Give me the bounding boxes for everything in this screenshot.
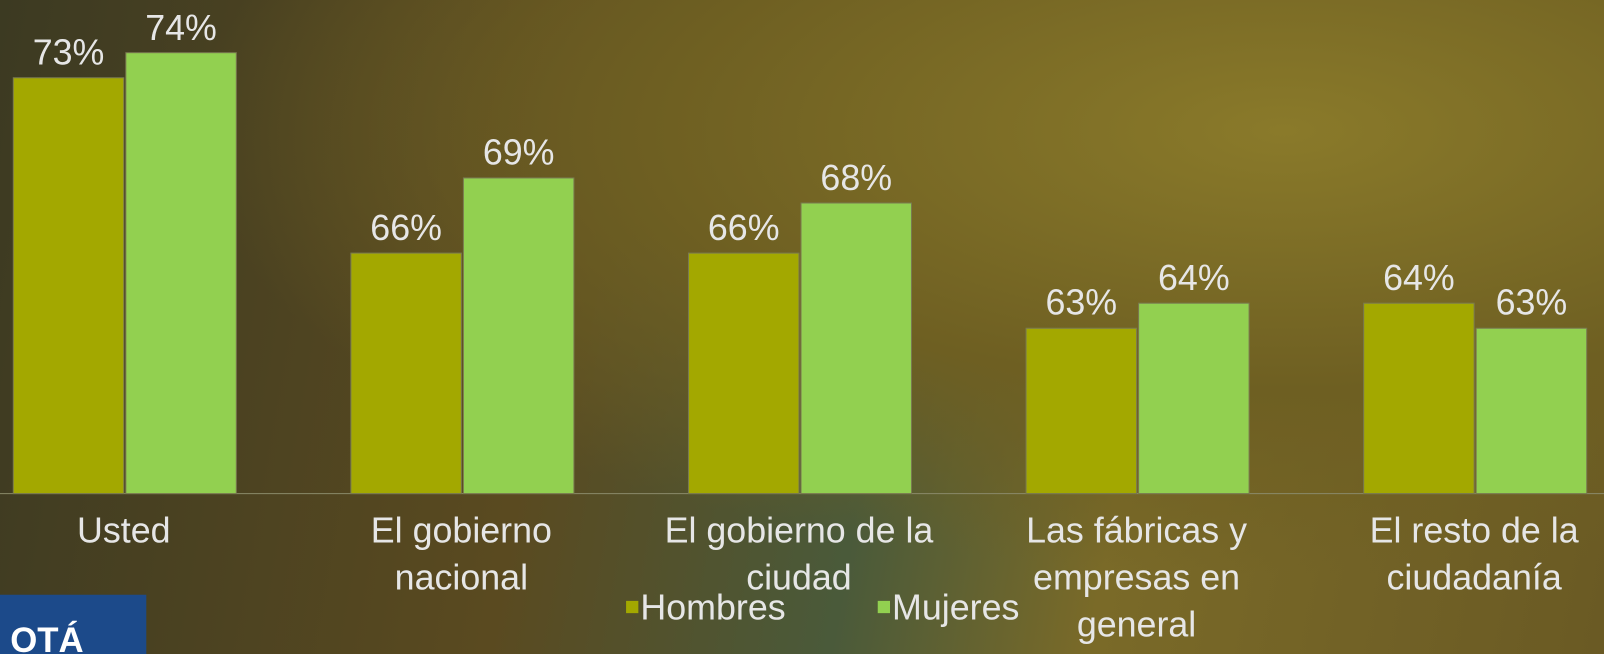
bar <box>1139 303 1249 493</box>
value-label: 63% <box>1460 283 1603 324</box>
value-label: 64% <box>1122 258 1265 299</box>
x-tick-label: Usted <box>0 508 298 555</box>
x-tick-label: El gobierno nacional <box>287 508 635 602</box>
bar <box>1364 303 1474 493</box>
page: OTÁ 73%74%Usted66%69%El gobierno naciona… <box>0 0 1604 654</box>
value-label: 66% <box>672 208 815 249</box>
legend-label: Hombres <box>640 588 785 629</box>
value-label: 69% <box>447 133 590 174</box>
bar <box>1026 328 1136 493</box>
x-tick-label: El resto de la ciudadanía <box>1300 508 1604 602</box>
legend-swatch <box>626 601 638 613</box>
bar <box>801 203 911 494</box>
value-label: 66% <box>335 208 478 249</box>
logo: OTÁ <box>0 595 146 654</box>
bar <box>126 53 236 494</box>
bar <box>13 78 123 494</box>
value-label: 68% <box>785 158 928 199</box>
bar <box>463 178 573 494</box>
bar <box>688 253 798 493</box>
chart: OTÁ 73%74%Usted66%69%El gobierno naciona… <box>0 0 1604 654</box>
legend-swatch <box>878 601 890 613</box>
bar <box>1476 328 1586 493</box>
bar <box>351 253 461 493</box>
value-label: 74% <box>109 8 252 49</box>
legend-label: Mujeres <box>892 588 1019 629</box>
